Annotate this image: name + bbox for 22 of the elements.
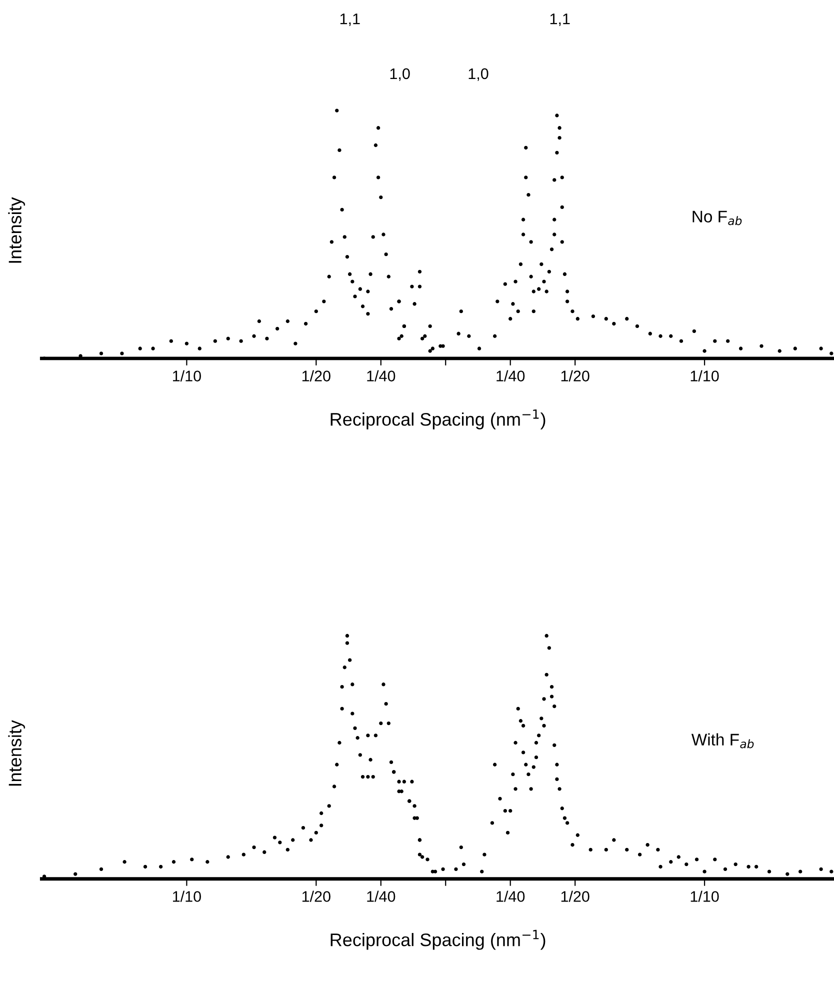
x-tick-label: 1/40 [496, 890, 525, 902]
x-tick-label: 1/20 [302, 370, 330, 382]
x-tick-label: 1/40 [367, 370, 396, 382]
text: 1,0 [468, 68, 488, 81]
annotation: With F$_{ab}$ [691, 733, 754, 748]
y-axis-title: Intensity [8, 197, 26, 263]
text: 1,0 [390, 68, 410, 81]
text: 1,1 [550, 14, 570, 26]
x-axis-title: Reciprocal Spacing (nm$^{−1}$) [330, 409, 546, 430]
annotation: No F$_{ab}$ [692, 210, 742, 226]
text: 1,1 [340, 14, 360, 26]
x-tick-label: 1/20 [561, 890, 590, 902]
x-axis-title: Reciprocal Spacing (nm$^{−1}$) [330, 930, 546, 950]
x-tick-label: 1/40 [496, 370, 525, 382]
x-tick-label: 1/10 [172, 370, 201, 382]
x-tick-label: 1/10 [172, 890, 201, 902]
x-tick-label: 1/10 [690, 890, 719, 902]
x-tick-label: 1/10 [690, 370, 719, 382]
x-tick-label: 1/20 [561, 370, 590, 382]
x-tick-label: 1/40 [367, 890, 396, 902]
y-axis-title: Intensity [8, 720, 26, 786]
x-tick-label: 1/20 [302, 890, 330, 902]
